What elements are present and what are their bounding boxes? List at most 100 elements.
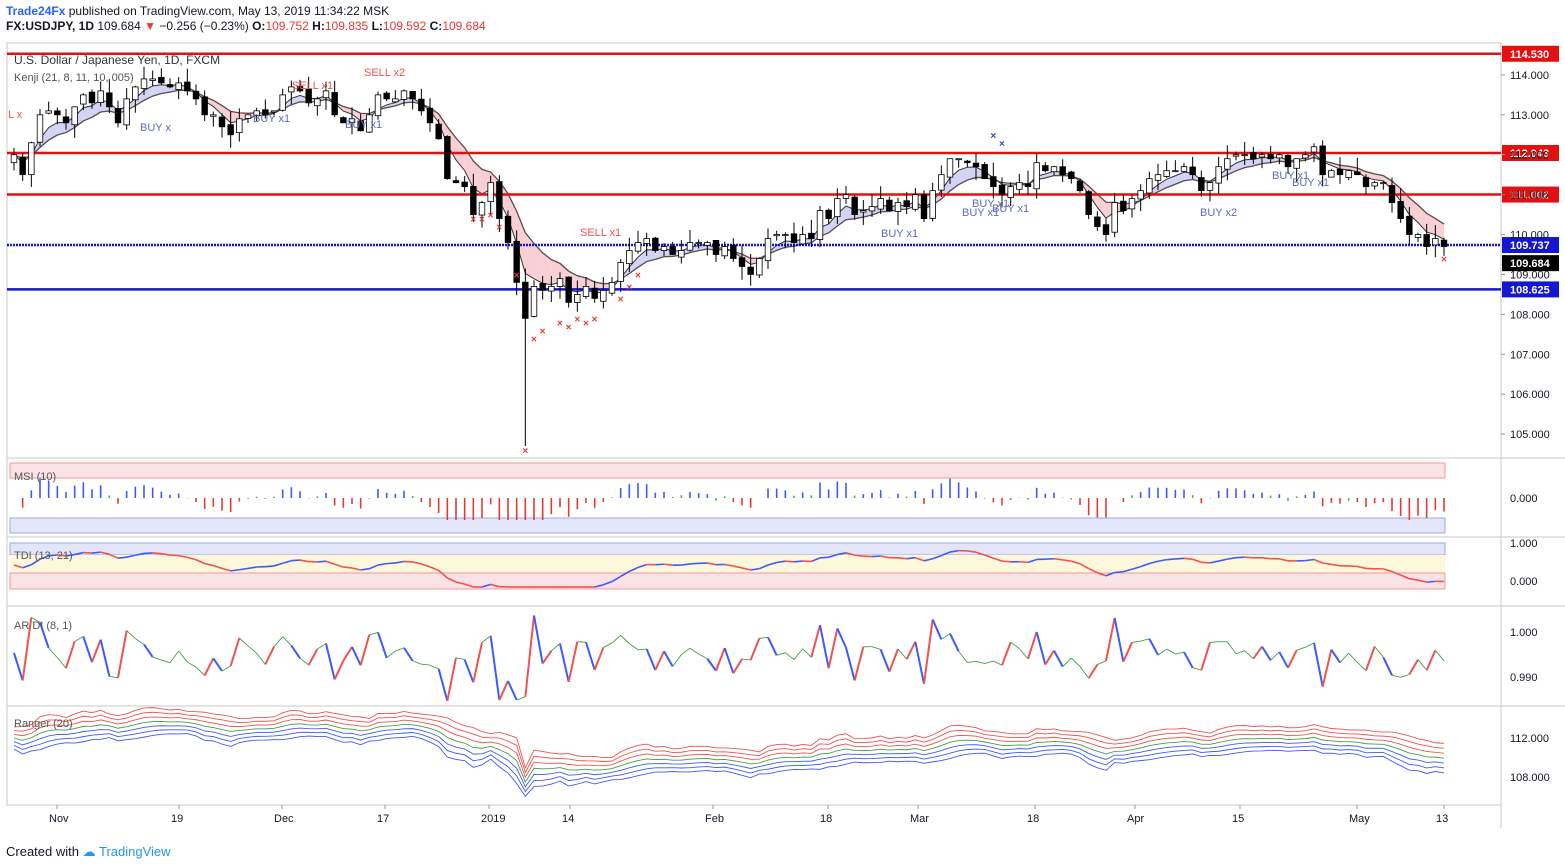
candle <box>894 202 902 212</box>
candle <box>730 244 737 259</box>
tradingview-logo-icon[interactable]: ☁ <box>82 844 96 859</box>
ardi-segment <box>1105 617 1116 661</box>
msi-oversold-band <box>9 517 1446 534</box>
ardi-segment <box>1148 638 1159 656</box>
open-label: O: <box>252 19 266 33</box>
candle <box>1042 165 1049 172</box>
tdi-segment <box>230 568 240 572</box>
tdi-segment <box>429 566 439 572</box>
ardi-segment <box>429 664 439 670</box>
ardi-segment <box>463 659 475 683</box>
ardi-segment <box>498 680 509 701</box>
y-tick-label: 106.000 <box>1510 389 1550 401</box>
ardi-segment <box>342 646 353 662</box>
tdi-segment <box>819 556 829 559</box>
candle <box>1293 158 1300 169</box>
ranger-label: Ranger (20) <box>14 718 73 730</box>
ardi-segment <box>412 660 422 665</box>
author-name[interactable]: Trade24Fx <box>6 4 66 18</box>
candle <box>1206 182 1214 191</box>
ardi-segment <box>524 615 535 697</box>
candle <box>253 110 260 117</box>
tdi-segment <box>603 580 613 586</box>
candle <box>981 164 988 180</box>
tdi-segment <box>152 552 162 555</box>
y-tick-label: 108.000 <box>1510 309 1550 321</box>
price-axis: 105.000 106.000 107.000 108.000 109.000 110.0… <box>1501 70 1550 441</box>
tdi-segment <box>30 558 41 566</box>
ardi-segment <box>551 643 561 652</box>
tdi-segment <box>828 553 838 559</box>
candle <box>1362 177 1370 188</box>
ardi-segment <box>91 639 102 663</box>
ardi-segment <box>871 646 881 650</box>
candle <box>192 90 200 100</box>
signal-marks: × × ××××××× ×× × ××××××× <box>470 131 1447 457</box>
ardi-segment <box>706 658 717 672</box>
tdi-segment <box>446 577 457 583</box>
ardi-segment <box>178 650 188 663</box>
tdi-segment <box>109 553 119 559</box>
ardi-segment <box>776 652 786 656</box>
signal-label: BUY x1 <box>345 119 382 131</box>
candle <box>1215 166 1222 184</box>
ardi-segment <box>1200 642 1211 671</box>
candle <box>123 98 130 126</box>
candle <box>1310 146 1318 153</box>
ardi-segment <box>645 648 657 671</box>
ardi-segment <box>1183 651 1194 669</box>
tdi-segment <box>1079 563 1090 570</box>
candle <box>478 202 486 216</box>
candle <box>1128 198 1136 210</box>
down-triangle-icon: ▼ <box>144 19 156 33</box>
ardi-segment <box>161 659 171 664</box>
cloud-segment <box>1331 162 1340 170</box>
candle <box>903 200 910 208</box>
candle <box>444 136 451 180</box>
candle <box>799 234 806 245</box>
tdi-segment <box>1331 563 1341 567</box>
cloud-segment <box>967 167 976 181</box>
candle <box>340 117 347 124</box>
candle <box>764 238 772 262</box>
ardi-segment <box>1053 650 1064 668</box>
ardi-segment <box>247 645 257 654</box>
signal-label: SELL x1 <box>292 80 333 92</box>
ardi-segment <box>1097 660 1107 666</box>
ardi-segment <box>759 636 769 639</box>
candle <box>669 246 676 255</box>
y-tick-label: 109.000 <box>1510 269 1550 281</box>
tdi-segment <box>663 563 673 566</box>
ardi-segment <box>836 628 847 649</box>
ardi-segment <box>723 647 735 674</box>
candle <box>721 246 728 257</box>
x-tick-label: 19 <box>171 813 183 825</box>
x-tick-label: 13 <box>1436 813 1448 825</box>
tdi-segment <box>481 583 491 588</box>
candle <box>1111 202 1118 233</box>
ardi-segment <box>984 660 994 664</box>
ardi-segment <box>1296 646 1306 651</box>
pane-axis-label: 112.000 <box>1510 733 1549 745</box>
tradingview-link[interactable]: TradingView <box>99 844 171 859</box>
candle <box>409 90 416 100</box>
ardi-segment <box>1062 657 1072 667</box>
ardi-segment <box>1417 659 1428 671</box>
ardi-segment <box>593 647 605 671</box>
candle <box>678 250 685 258</box>
cloud-segment <box>222 105 231 123</box>
ardi-segment <box>325 643 336 680</box>
ardi-segment <box>516 696 526 701</box>
candle <box>279 94 286 111</box>
candle <box>695 242 702 244</box>
tdi-label: TDI (13, 21) <box>14 550 73 562</box>
tdi-segment <box>135 552 145 557</box>
close-value: 109.684 <box>442 19 486 33</box>
tdi-segment <box>1053 557 1063 561</box>
ardi-segment <box>1261 646 1272 661</box>
pane-axis-label: 108.000 <box>1510 772 1550 784</box>
candle <box>1224 158 1231 170</box>
tdi-segment <box>628 566 639 573</box>
cloud-segment <box>525 232 534 279</box>
